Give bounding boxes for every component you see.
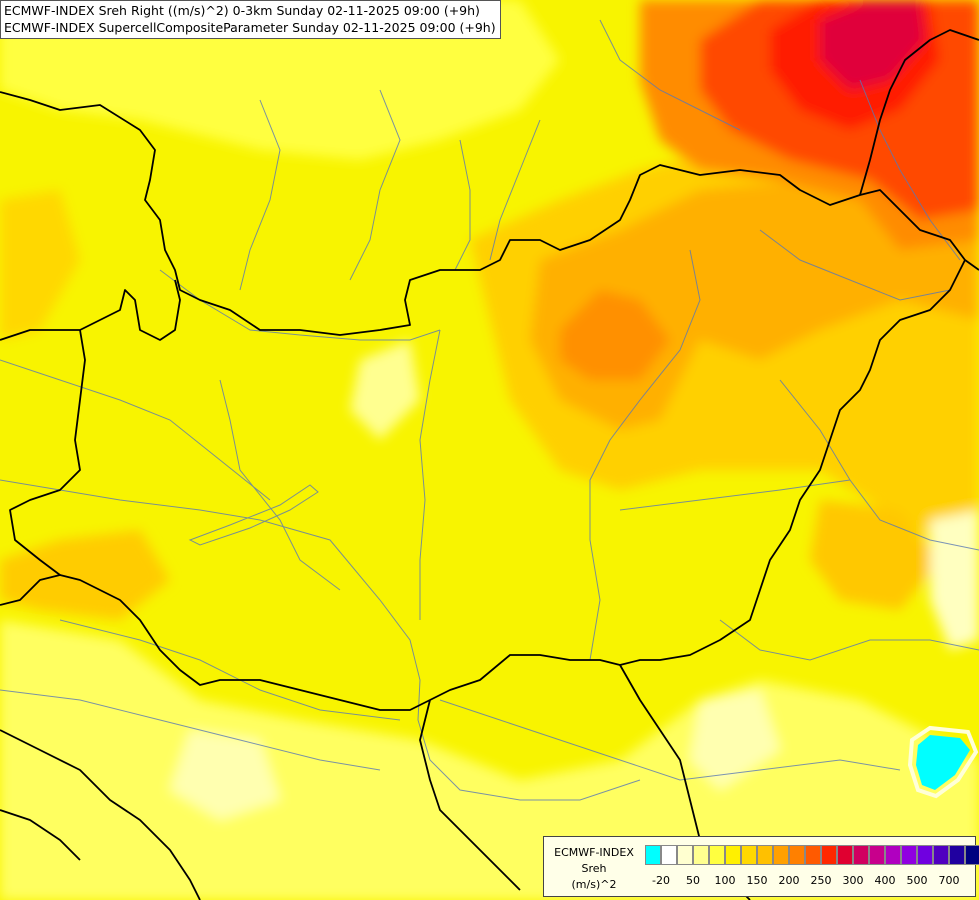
legend-swatch: [661, 845, 677, 865]
legend-swatch: [805, 845, 821, 865]
legend-ticks: -20 50 100 150 200 250 300 400 500 700: [645, 874, 975, 890]
legend-swatch: [885, 845, 901, 865]
river-north-2: [349, 89, 401, 281]
border-croatia: [419, 699, 521, 891]
field-light-nw: [0, 0, 560, 160]
legend-swatch: [869, 845, 885, 865]
river-hron: [454, 139, 471, 271]
river-tisza-upper: [759, 229, 951, 301]
border-sw: [0, 729, 201, 900]
legend-swatch: [645, 845, 661, 865]
river-north-1: [239, 99, 281, 291]
legend-swatch: [965, 845, 979, 865]
field-gold-west: [0, 190, 80, 340]
legend-swatches: [645, 845, 979, 865]
river-danube: [0, 479, 641, 801]
field-pale-s: [170, 730, 280, 820]
legend-tick-label: 50: [686, 874, 700, 887]
border-east: [619, 259, 966, 666]
field-negative-cyan: [916, 735, 970, 790]
legend-swatch: [901, 845, 917, 865]
title-line-2: ECMWF-INDEX SupercellCompositeParameter …: [4, 20, 496, 35]
legend-swatch: [709, 845, 725, 865]
river-se-1: [719, 619, 979, 661]
legend-swatch: [949, 845, 965, 865]
border-north: [0, 91, 979, 336]
field-cyan-rim: [907, 725, 979, 799]
border-slovenia: [0, 809, 81, 861]
river-ne-2: [859, 79, 961, 261]
legend-tick-label: 300: [842, 874, 864, 887]
legend-source: ECMWF-INDEX: [554, 846, 634, 859]
border-west: [0, 279, 181, 341]
field-pale-c: [350, 340, 420, 440]
border-ne-ukraine: [859, 29, 979, 196]
river-danube-bend: [419, 329, 441, 620]
legend-tick-label: 200: [778, 874, 800, 887]
field-ne-magenta: [820, 0, 925, 90]
field-gold-sw: [0, 530, 170, 620]
title-box: ECMWF-INDEX Sreh Right ((m/s)^2) 0-3km S…: [0, 0, 501, 39]
field-orange-core: [560, 290, 670, 380]
legend-unit: (m/s)^2: [571, 878, 617, 891]
title-line-1: ECMWF-INDEX Sreh Right ((m/s)^2) 0-3km S…: [4, 3, 480, 18]
legend-swatch: [677, 845, 693, 865]
field-pale-se: [690, 690, 780, 790]
river-north-3: [489, 119, 541, 261]
legend-swatch: [933, 845, 949, 865]
legend-tick-label: 100: [714, 874, 736, 887]
legend-swatch: [853, 845, 869, 865]
legend-param: Sreh: [581, 862, 607, 875]
river-west-1: [0, 359, 271, 501]
river-lake-balaton: [188, 484, 319, 546]
legend-swatch: [837, 845, 853, 865]
field-light-sw: [0, 620, 979, 900]
legend-swatch: [741, 845, 757, 865]
legend-swatch: [917, 845, 933, 865]
legend-tick-label: 700: [938, 874, 960, 887]
legend-swatch: [757, 845, 773, 865]
field-pale-east: [930, 510, 979, 650]
field-gold-se: [810, 500, 940, 610]
legend-tick-label: 250: [810, 874, 832, 887]
river-west-2: [219, 379, 341, 591]
river-tisza: [589, 249, 701, 661]
river-sw: [0, 689, 381, 771]
border-south: [0, 574, 621, 711]
legend-swatch: [725, 845, 741, 865]
legend-swatch: [773, 845, 789, 865]
legend-tick-label: 500: [906, 874, 928, 887]
border-austria: [9, 329, 86, 576]
legend-tick-label: 150: [746, 874, 768, 887]
river-east-1: [779, 379, 979, 551]
river-south: [439, 699, 901, 781]
color-legend: ECMWF-INDEX Sreh (m/s)^2 -20 50 100 150 200 2…: [543, 836, 979, 897]
river-drava: [59, 619, 401, 721]
river-ne-1: [599, 19, 741, 131]
legend-swatch: [693, 845, 709, 865]
river-east-2: [619, 479, 851, 511]
legend-swatch: [789, 845, 805, 865]
legend-tick-label: 400: [874, 874, 896, 887]
legend-tick-label: -20: [652, 874, 670, 887]
legend-swatch: [821, 845, 837, 865]
